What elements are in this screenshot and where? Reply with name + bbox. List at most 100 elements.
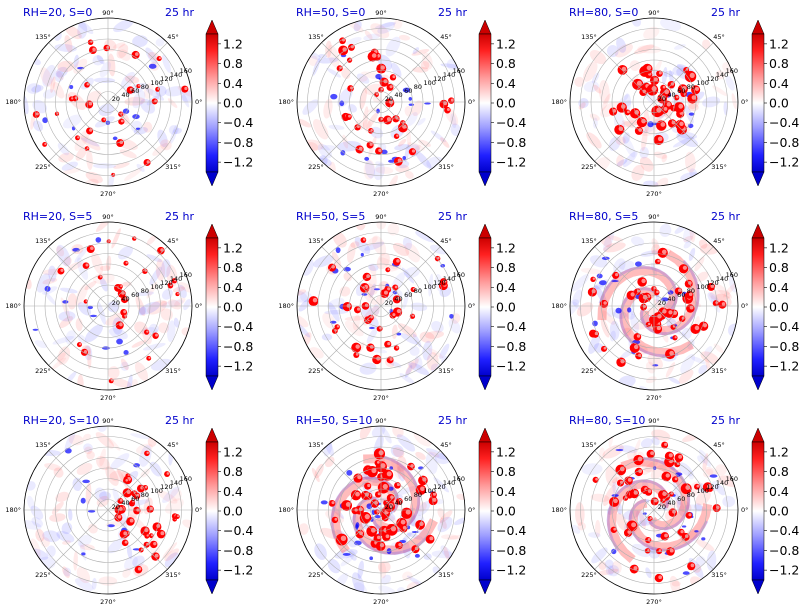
negative-cell	[611, 494, 619, 497]
cell-highlight	[656, 326, 661, 331]
negative-cell	[82, 479, 90, 484]
cell-highlight	[366, 274, 371, 279]
cell-highlight	[56, 112, 59, 115]
colorbar-tick-label: −1.2	[223, 359, 253, 374]
cell-highlight	[669, 350, 674, 356]
cell-highlight	[364, 303, 369, 307]
azimuth-spoke	[107, 509, 168, 570]
cell-highlight	[124, 540, 128, 544]
cell-highlight	[140, 548, 144, 551]
theta-tick-label: 90°	[102, 9, 114, 17]
radial-tick-label: 120	[433, 279, 445, 287]
radial-tick-label: 100	[697, 283, 709, 291]
theta-tick-label: 270°	[373, 394, 389, 402]
field-mottle	[402, 288, 410, 310]
cell-highlight	[665, 473, 670, 478]
panel-title: RH=20, S=0	[23, 6, 92, 19]
cell-highlight	[437, 256, 440, 260]
field-mottle	[42, 64, 56, 87]
negative-cell	[369, 556, 374, 561]
field-mottle	[616, 154, 624, 168]
azimuth-spoke	[653, 305, 714, 366]
cell-highlight	[615, 273, 619, 277]
theta-tick-label: 90°	[648, 213, 660, 221]
field-mottle	[619, 94, 629, 104]
field-mottle	[67, 293, 77, 310]
cell-highlight	[678, 103, 684, 109]
field-mottle	[96, 55, 105, 65]
field-mottle	[653, 299, 663, 310]
field-mottle	[395, 164, 410, 173]
field-mottle	[80, 135, 101, 151]
field-mottle	[300, 291, 312, 302]
negative-cell	[360, 252, 364, 257]
colorbar-tick-label: 0.8	[496, 464, 516, 479]
theta-tick-label: 90°	[102, 417, 114, 425]
field-mottle	[155, 38, 165, 47]
field-mottle	[50, 76, 56, 93]
field-mottle	[88, 523, 98, 534]
field-mottle	[84, 281, 97, 291]
field-mottle	[731, 93, 737, 110]
theta-tick-label: 270°	[646, 598, 662, 606]
cell-highlight	[153, 542, 157, 546]
field-mottle	[412, 47, 420, 55]
theta-tick-label: 45°	[167, 237, 179, 245]
cell-highlight	[398, 542, 402, 547]
theta-tick-label: 45°	[440, 441, 452, 449]
field-mottle	[140, 98, 156, 114]
colorbar-extend-max	[205, 223, 219, 239]
cell-highlight	[663, 107, 668, 111]
field-mottle	[157, 129, 168, 148]
theta-tick-label: 225°	[308, 367, 324, 375]
radial-tick-label: 120	[433, 75, 445, 83]
azimuth-spoke	[321, 305, 382, 366]
negative-cell	[335, 247, 341, 254]
cell-highlight	[668, 453, 673, 458]
field-mottle	[135, 291, 155, 297]
colorbar-tick-label: 0.8	[496, 260, 516, 275]
field-mottle	[164, 548, 180, 562]
field-mottle	[74, 247, 88, 263]
negative-cell	[64, 448, 72, 454]
field-mottle	[651, 436, 660, 446]
colorbar-tick-label: 0.8	[223, 260, 243, 275]
azimuth-spoke	[321, 246, 382, 307]
field-mottle	[95, 432, 115, 449]
field-mottle	[448, 318, 461, 334]
azimuth-spoke	[48, 101, 109, 162]
panel-title: RH=20, S=10	[23, 414, 99, 427]
radial-tick-label: 120	[160, 483, 172, 491]
colorbar-tick-label: 0.8	[769, 260, 789, 275]
radial-tick-label: 40	[667, 499, 675, 507]
cell-highlight	[371, 467, 377, 474]
field-mottle	[428, 451, 440, 458]
cell-highlight	[120, 119, 124, 123]
field-mottle	[433, 477, 450, 493]
cell-highlight	[702, 323, 708, 328]
azimuth-spoke	[653, 101, 714, 162]
radial-tick-label: 80	[687, 287, 695, 295]
radial-tick-label: 160	[453, 67, 465, 75]
cell-highlight	[446, 108, 450, 112]
field-mottle	[302, 99, 319, 115]
field-mottle	[401, 537, 411, 559]
radial-tick-label: 40	[394, 295, 402, 303]
cell-highlight	[671, 120, 676, 125]
negative-cell	[330, 320, 337, 324]
field-mottle	[698, 449, 712, 467]
radial-tick-label: 140	[443, 275, 455, 283]
field-mottle	[372, 235, 387, 256]
cell-highlight	[631, 522, 637, 528]
radial-tick-label: 140	[170, 71, 182, 79]
field-mottle	[132, 555, 145, 568]
field-mottle	[629, 60, 641, 71]
field-mottle	[420, 60, 430, 70]
negative-cell	[599, 280, 607, 286]
theta-tick-label: 135°	[308, 237, 324, 245]
polar-frame	[569, 425, 739, 595]
cell-highlight	[148, 356, 151, 359]
field-mottle	[626, 310, 636, 320]
field-mottle	[713, 282, 733, 299]
theta-tick-label: 90°	[102, 213, 114, 221]
